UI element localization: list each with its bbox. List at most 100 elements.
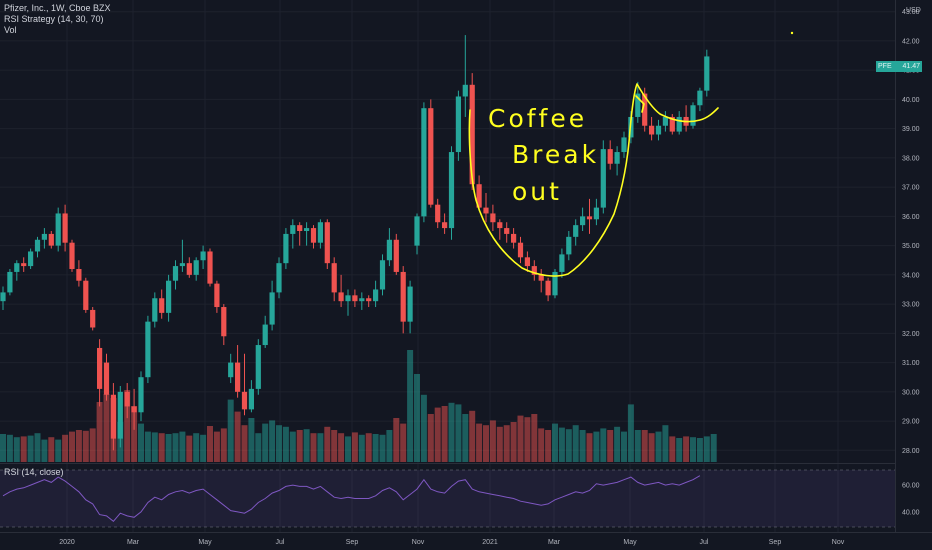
volume-bar (289, 431, 296, 462)
price-tag-value: 41.47 (902, 63, 920, 70)
hand-drawn-annotation (468, 31, 794, 277)
volume-bar (89, 428, 96, 462)
price-tick-label: 42.00 (902, 38, 920, 45)
volume-bars (0, 350, 717, 462)
volume-bar (34, 433, 41, 462)
volume-bar (144, 431, 151, 462)
volume-bar (441, 406, 448, 462)
candle-body (297, 225, 303, 231)
price-tick-label: 29.00 (902, 419, 920, 426)
volume-bar (476, 423, 483, 462)
rsi-tick-label: 60.00 (902, 483, 920, 490)
volume-bar (75, 430, 82, 462)
annotation-line-1: Coffee (488, 104, 587, 133)
volume-bar (538, 428, 545, 462)
volume-bar (496, 426, 503, 462)
volume-bar (434, 407, 441, 462)
volume-bar (407, 350, 414, 462)
candle-body (428, 108, 434, 205)
candle-body (283, 233, 289, 264)
volume-bar (510, 422, 517, 462)
volume-bar (82, 430, 89, 462)
volume-bar (248, 418, 255, 462)
price-tick-label: 28.00 (902, 448, 920, 455)
volume-bar (648, 433, 655, 462)
volume-bar (662, 425, 669, 462)
volume-bar (207, 426, 213, 462)
rsi-pane (0, 465, 895, 532)
volume-bar (710, 434, 717, 462)
cup-drawing (468, 83, 719, 277)
price-tick-label: 37.00 (902, 185, 920, 192)
candle-body (145, 321, 151, 378)
volume-bar (393, 418, 400, 462)
volume-bar (41, 439, 48, 462)
candle-body (179, 263, 185, 267)
volume-bar (158, 433, 165, 462)
volume-label[interactable]: Vol (4, 25, 17, 35)
candle-body (41, 233, 47, 240)
volume-bar (296, 430, 303, 462)
price-tick-label: 31.00 (902, 360, 920, 367)
candle-body (379, 260, 386, 290)
strategy-label[interactable]: RSI Strategy (14, 30, 70) (4, 14, 104, 24)
volume-bar (448, 402, 455, 462)
volume-bar (627, 404, 634, 462)
volume-bar (600, 428, 607, 462)
time-axis[interactable]: 2020 Mar May Jul Sep Nov 2021 Mar May Jul Sep Nov (59, 539, 845, 546)
price-tick-label: 35.00 (902, 243, 920, 250)
volume-bar (607, 430, 614, 462)
candle-body (131, 406, 137, 413)
candle-body (276, 263, 282, 293)
candle-body (255, 345, 261, 389)
volume-bar (683, 436, 690, 462)
volume-bar (310, 433, 317, 462)
candle-body (476, 184, 482, 208)
candle-body (662, 116, 668, 126)
candle-body (462, 84, 468, 97)
volume-bar (186, 435, 193, 462)
rsi-indicator-label[interactable]: RSI (14, close) (4, 467, 64, 477)
volume-bar (96, 402, 103, 462)
time-tick-label: May (198, 539, 212, 546)
volume-bar (55, 439, 62, 462)
candle-body (600, 149, 606, 208)
volume-bar (179, 431, 186, 462)
volume-bar (489, 420, 496, 462)
volume-bar (655, 431, 662, 462)
volume-bar (324, 426, 331, 462)
price-tick-label: 36.00 (902, 214, 920, 221)
time-tick-label: May (623, 539, 637, 546)
currency-label: USD (906, 7, 921, 14)
candle-body (310, 228, 317, 243)
volume-bar (6, 434, 13, 462)
volume-bar (13, 437, 20, 462)
candle-body (524, 257, 530, 267)
price-tick-label: 34.00 (902, 272, 920, 279)
volume-bar (531, 414, 538, 462)
volume-bar (455, 404, 462, 462)
time-tick-label: Mar (127, 539, 140, 546)
volume-bar (69, 431, 75, 462)
price-tick-label: 38.00 (902, 155, 920, 162)
price-axis[interactable]: 43.0042.0041.0040.0039.0038.0037.0036.00… (902, 9, 920, 455)
candle-body (586, 216, 593, 220)
main-pane (0, 0, 895, 462)
volume-bar (641, 430, 648, 462)
symbol-title[interactable]: Pfizer, Inc., 1W, Cboe BZX (4, 3, 111, 13)
volume-bar (483, 425, 489, 462)
time-tick-label: Nov (412, 539, 425, 546)
candle-body (442, 222, 448, 229)
candle-body (538, 274, 544, 281)
candle-body (193, 260, 199, 275)
volume-bar (138, 423, 144, 462)
volume-bar (669, 436, 676, 462)
price-tick-label: 32.00 (902, 331, 920, 338)
candle-body (124, 391, 130, 407)
candle-body (517, 242, 524, 258)
rsi-axis[interactable]: 60.00 40.00 (902, 483, 920, 517)
volume-bar (690, 437, 696, 462)
volume-bar (614, 426, 621, 462)
